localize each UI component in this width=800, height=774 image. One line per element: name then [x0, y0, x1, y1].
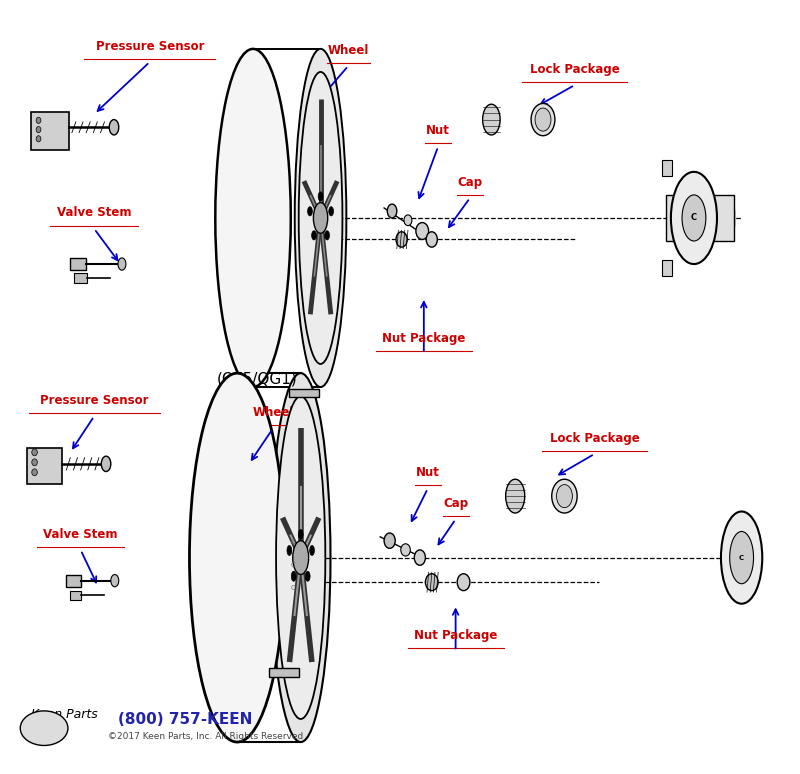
Bar — [674, 203, 690, 233]
Ellipse shape — [32, 449, 38, 456]
Bar — [26, 448, 62, 484]
Ellipse shape — [506, 479, 525, 513]
Text: Nut Package: Nut Package — [382, 332, 466, 344]
Ellipse shape — [426, 231, 438, 247]
Bar — [662, 260, 672, 276]
Ellipse shape — [426, 574, 438, 591]
Text: Wheel: Wheel — [252, 406, 294, 420]
Ellipse shape — [293, 541, 309, 574]
Ellipse shape — [306, 571, 310, 581]
Ellipse shape — [190, 373, 285, 742]
Ellipse shape — [291, 571, 296, 581]
Ellipse shape — [32, 469, 38, 476]
Ellipse shape — [482, 104, 500, 135]
Text: Wheel: Wheel — [328, 43, 369, 57]
Bar — [666, 195, 674, 241]
Bar — [74, 273, 87, 283]
Text: Cap: Cap — [443, 497, 468, 510]
Ellipse shape — [557, 485, 572, 508]
Ellipse shape — [387, 204, 397, 218]
Bar — [686, 211, 734, 226]
Ellipse shape — [730, 532, 754, 584]
Ellipse shape — [458, 574, 470, 591]
Ellipse shape — [404, 215, 412, 226]
Ellipse shape — [298, 529, 303, 539]
Ellipse shape — [384, 533, 395, 548]
Bar — [662, 160, 672, 176]
Bar — [289, 389, 319, 397]
Text: Nut: Nut — [426, 125, 450, 137]
Ellipse shape — [32, 459, 38, 466]
Ellipse shape — [416, 223, 429, 239]
Bar — [30, 112, 69, 150]
Ellipse shape — [287, 546, 292, 556]
Text: (800) 757-KEEN: (800) 757-KEEN — [118, 712, 253, 728]
Bar — [269, 668, 299, 677]
Text: Pressure Sensor: Pressure Sensor — [40, 394, 148, 407]
Ellipse shape — [118, 258, 126, 270]
Ellipse shape — [535, 108, 551, 131]
Ellipse shape — [671, 172, 717, 264]
Ellipse shape — [552, 479, 577, 513]
Bar — [70, 258, 86, 270]
Text: C: C — [290, 562, 295, 568]
Ellipse shape — [102, 456, 111, 471]
Bar — [66, 574, 81, 587]
Text: C: C — [290, 585, 295, 591]
Text: Nut: Nut — [416, 466, 440, 479]
Ellipse shape — [325, 231, 330, 240]
Ellipse shape — [682, 195, 706, 241]
Text: Keen Parts: Keen Parts — [31, 708, 98, 721]
Text: Valve Stem: Valve Stem — [43, 528, 118, 541]
Text: C: C — [691, 214, 697, 222]
Ellipse shape — [401, 544, 410, 556]
Text: ©2017 Keen Parts, Inc. All Rights Reserved: ©2017 Keen Parts, Inc. All Rights Reserv… — [108, 732, 303, 741]
Ellipse shape — [329, 207, 334, 216]
Ellipse shape — [111, 574, 118, 587]
Text: C: C — [739, 555, 744, 560]
Ellipse shape — [318, 192, 323, 201]
Bar — [70, 591, 81, 600]
Bar — [686, 195, 734, 241]
Ellipse shape — [307, 207, 312, 216]
Ellipse shape — [721, 512, 762, 604]
Ellipse shape — [310, 546, 314, 556]
Ellipse shape — [531, 104, 555, 135]
Ellipse shape — [298, 72, 342, 364]
Text: Pressure Sensor: Pressure Sensor — [95, 39, 204, 53]
Ellipse shape — [110, 119, 118, 135]
Ellipse shape — [314, 203, 328, 233]
Ellipse shape — [36, 135, 41, 142]
Ellipse shape — [36, 118, 41, 123]
Ellipse shape — [294, 49, 346, 387]
Ellipse shape — [271, 373, 330, 742]
Text: Cap: Cap — [458, 176, 482, 189]
Text: Lock Package: Lock Package — [530, 63, 620, 76]
Text: C: C — [290, 539, 295, 545]
Text: Valve Stem: Valve Stem — [57, 207, 131, 220]
Ellipse shape — [312, 231, 317, 240]
Text: Nut Package: Nut Package — [414, 629, 498, 642]
Ellipse shape — [36, 126, 41, 132]
Ellipse shape — [215, 49, 290, 387]
Text: (QF5/QG1): (QF5/QG1) — [217, 372, 298, 387]
Ellipse shape — [20, 711, 68, 745]
Ellipse shape — [414, 550, 426, 565]
Ellipse shape — [276, 396, 326, 719]
Text: Lock Package: Lock Package — [550, 432, 639, 444]
Ellipse shape — [396, 231, 407, 247]
